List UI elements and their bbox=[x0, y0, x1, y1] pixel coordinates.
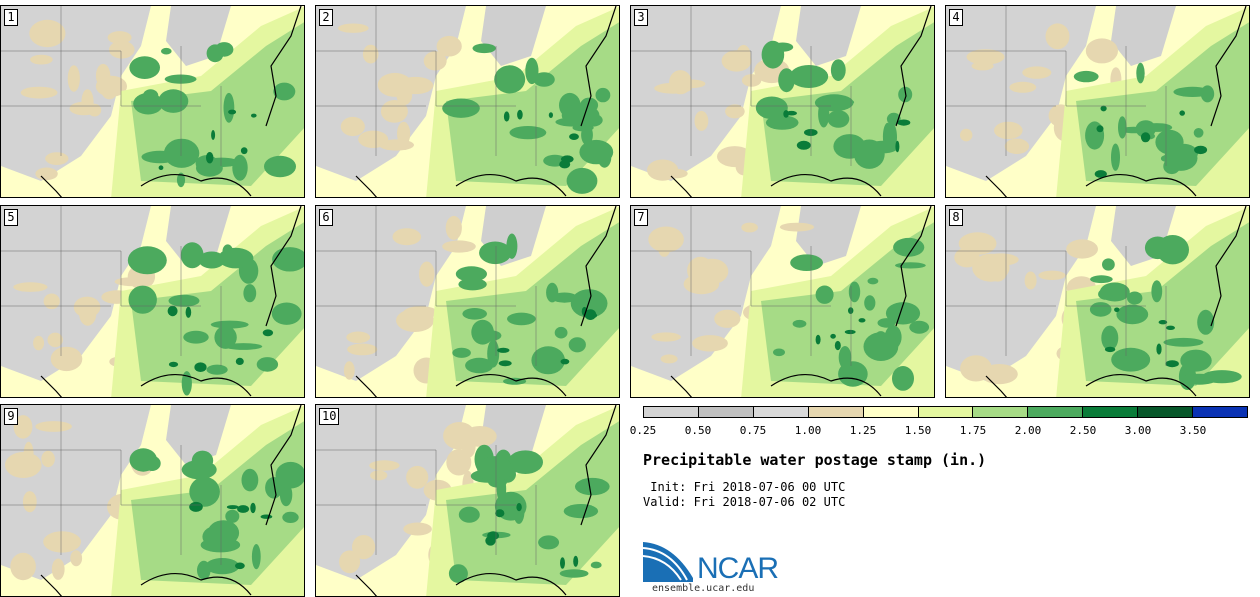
panel-number: 6 bbox=[319, 209, 333, 226]
colorbar-segment bbox=[863, 407, 919, 417]
colorbar-segment bbox=[698, 407, 754, 417]
map-panel: 9 bbox=[0, 404, 305, 597]
panel-number: 4 bbox=[949, 9, 963, 26]
panel-number: 10 bbox=[319, 408, 340, 425]
colorbar-tick-label: 1.00 bbox=[794, 424, 822, 437]
site-url: ensemble.ucar.edu bbox=[652, 583, 755, 594]
colorbar-segment bbox=[918, 407, 974, 417]
panel-number: 8 bbox=[949, 209, 963, 226]
colorbar-segment bbox=[1083, 407, 1139, 417]
colorbar-tick-label: 1.50 bbox=[904, 424, 932, 437]
colorbar-tick-label: 1.75 bbox=[959, 424, 987, 437]
panel-number: 3 bbox=[634, 9, 648, 26]
map-panel: 10 bbox=[315, 404, 620, 597]
chart-title: Precipitable water postage stamp (in.) bbox=[643, 451, 987, 469]
colorbar-tick-label: 3.50 bbox=[1179, 424, 1207, 437]
panel-number: 5 bbox=[4, 209, 18, 226]
colorbar-segment bbox=[808, 407, 864, 417]
colorbar-segment bbox=[1028, 407, 1084, 417]
colorbar-tick-label: 3.00 bbox=[1124, 424, 1152, 437]
map-panel: 4 bbox=[945, 5, 1250, 198]
map-panel: 5 bbox=[0, 205, 305, 398]
panel-number: 1 bbox=[4, 9, 18, 26]
ncar-logo-icon bbox=[643, 542, 693, 582]
panel-number: 2 bbox=[319, 9, 333, 26]
colorbar-tick-label: 0.25 bbox=[629, 424, 657, 437]
init-time: Init: Fri 2018-07-06 00 UTC bbox=[643, 480, 846, 494]
map-panel: 8 bbox=[945, 205, 1250, 398]
colorbar-tick-label: 0.50 bbox=[684, 424, 712, 437]
map-panel: 2 bbox=[315, 5, 620, 198]
colorbar bbox=[643, 406, 1248, 418]
colorbar-segment bbox=[1138, 407, 1194, 417]
panel-number: 9 bbox=[4, 408, 18, 425]
colorbar-tick-label: 2.00 bbox=[1014, 424, 1042, 437]
colorbar-segment bbox=[644, 407, 699, 417]
valid-time: Valid: Fri 2018-07-06 02 UTC bbox=[643, 495, 846, 509]
map-panel: 7 bbox=[630, 205, 935, 398]
colorbar-segment bbox=[1193, 407, 1247, 417]
colorbar-segment bbox=[753, 407, 809, 417]
map-panel: 6 bbox=[315, 205, 620, 398]
map-panel: 1 bbox=[0, 5, 305, 198]
map-panel: 3 bbox=[630, 5, 935, 198]
colorbar-tick-label: 1.25 bbox=[849, 424, 877, 437]
panel-number: 7 bbox=[634, 209, 648, 226]
colorbar-segment bbox=[973, 407, 1029, 417]
colorbar-tick-label: 0.75 bbox=[739, 424, 767, 437]
colorbar-tick-label: 2.50 bbox=[1069, 424, 1097, 437]
ncar-logo-text: NCAR bbox=[697, 552, 779, 585]
